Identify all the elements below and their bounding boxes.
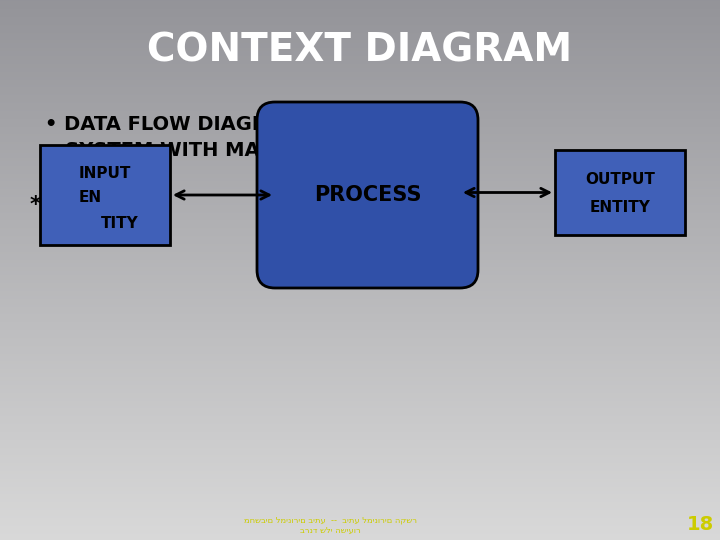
Text: PROCESS: PROCESS (314, 185, 421, 205)
Text: EN: EN (78, 190, 102, 205)
Text: ברנד שלי השיעור: ברנד שלי השיעור (300, 525, 361, 535)
Text: *: * (30, 195, 42, 215)
Text: INPUT: INPUT (78, 165, 131, 180)
Text: • DATA FLOW DIAGRAM FOR ENTIRE: • DATA FLOW DIAGRAM FOR ENTIRE (45, 116, 438, 134)
Text: 18: 18 (686, 516, 714, 535)
FancyBboxPatch shape (40, 145, 170, 245)
Text: OUTPUT: OUTPUT (585, 172, 655, 187)
Text: SYSTEM WITH MAJOR INPUTS,: SYSTEM WITH MAJOR INPUTS, (45, 140, 393, 159)
FancyBboxPatch shape (555, 150, 685, 235)
FancyBboxPatch shape (257, 102, 478, 288)
Text: TITY: TITY (101, 215, 139, 231)
Text: OUTPUTS: OUTPUTS (45, 165, 168, 185)
Text: CONTEXT DIAGRAM: CONTEXT DIAGRAM (148, 31, 572, 69)
Text: ENTITY: ENTITY (590, 200, 650, 215)
Text: מחשבים למינורים ביתע  --  ביתע למינורים הקשר: מחשבים למינורים ביתע -- ביתע למינורים הק… (243, 516, 416, 524)
